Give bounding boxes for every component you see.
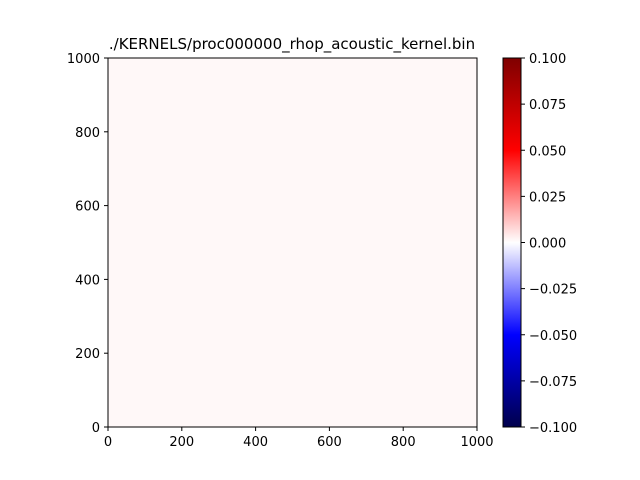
- colorbar-tick-label: −0.050: [529, 329, 577, 344]
- y-tick-label: 600: [75, 200, 100, 215]
- y-axis: 0 200 400 600 800 1000: [67, 52, 108, 436]
- x-tick-label: 0: [104, 435, 112, 450]
- x-tick-label: 800: [391, 435, 416, 450]
- colorbar-tick-label: 0.075: [529, 98, 566, 113]
- plot-frame: [107, 57, 478, 428]
- y-tick-label: 800: [75, 126, 100, 141]
- y-tick-label: 400: [75, 273, 100, 288]
- kernel-field: [108, 58, 477, 427]
- x-axis: 0 200 400 600 800 1000: [104, 427, 494, 450]
- plot-area: 0 200 400 600 800 1000 0 200 400 600 800 1000: [67, 52, 494, 450]
- x-tick-label: 600: [317, 435, 342, 450]
- colorbar-tick-label: −0.025: [529, 283, 577, 298]
- colorbar: 0.100 0.075 0.050 0.025 0.000 −0.025 −0.050 −0.…: [502, 52, 577, 436]
- colorbar-tick-label: 0.100: [529, 52, 566, 67]
- x-tick-label: 1000: [460, 435, 493, 450]
- y-tick-label: 200: [75, 347, 100, 362]
- colorbar-gradient: [502, 57, 522, 428]
- colorbar-tick-label: 0.050: [529, 144, 566, 159]
- colorbar-tick-label: 0.025: [529, 190, 566, 205]
- y-tick-label: 0: [92, 421, 100, 436]
- colorbar-tick-label: −0.100: [529, 421, 577, 436]
- colorbar-tick-label: −0.075: [529, 375, 577, 390]
- colorbar-tick-label: 0.000: [529, 237, 566, 252]
- y-tick-label: 1000: [67, 52, 100, 67]
- x-tick-label: 200: [169, 435, 194, 450]
- x-tick-label: 400: [243, 435, 268, 450]
- colorbar-ticks: 0.100 0.075 0.050 0.025 0.000 −0.025 −0.050 −0.…: [521, 52, 577, 436]
- chart-title: ./KERNELS/proc000000_rhop_acoustic_kerne…: [109, 35, 475, 54]
